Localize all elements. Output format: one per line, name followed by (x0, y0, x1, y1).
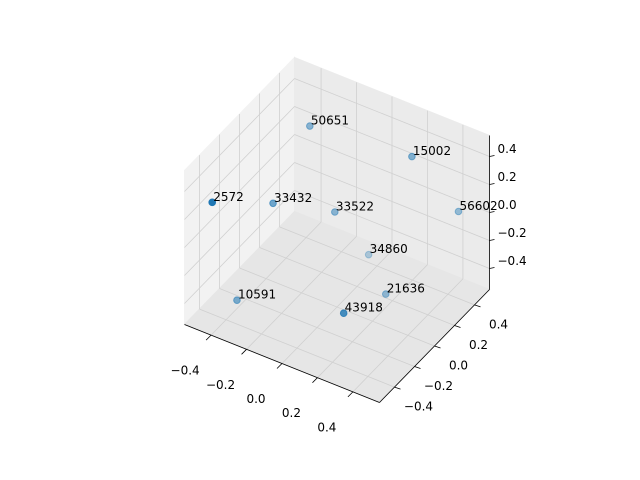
x-tick-label: 0.0 (246, 392, 265, 406)
point (331, 208, 339, 216)
point (364, 250, 373, 259)
grid-line (239, 267, 435, 347)
x-axis (184, 324, 380, 403)
grid-line (184, 162, 295, 276)
x-tick-label: −0.2 (206, 378, 235, 392)
tick-mark (434, 345, 441, 349)
grid-line (259, 247, 455, 326)
grid-line (279, 226, 475, 306)
grid-line (294, 134, 490, 213)
point-label: 2572 (213, 190, 244, 204)
tick-mark (347, 391, 354, 398)
x-tick-label: 0.4 (317, 420, 336, 434)
tick-mark (474, 304, 481, 308)
tick-mark (394, 386, 401, 390)
grid-line (219, 288, 415, 367)
y-tick-label: 0.4 (489, 317, 508, 331)
y-tick-label: 0.2 (469, 338, 488, 352)
grid-line (184, 106, 295, 220)
y-tick-label: 0.0 (449, 359, 468, 373)
point (381, 290, 390, 298)
tick-mark (489, 155, 495, 157)
grid-line (184, 78, 295, 192)
grid-line (294, 78, 490, 157)
point (208, 198, 217, 207)
point-label: 33522 (336, 200, 374, 214)
tick-mark (489, 211, 495, 213)
point-label: 33432 (274, 191, 312, 205)
point (306, 122, 314, 130)
x-tick-label: 0.2 (282, 406, 301, 420)
point (408, 152, 416, 161)
tick-mark (489, 239, 495, 241)
point-label: 43918 (345, 301, 383, 315)
z-tick-label: 0.0 (498, 198, 517, 212)
tick-mark (241, 349, 247, 355)
tick-mark (276, 363, 283, 369)
point-label: 15002 (413, 144, 451, 158)
point (233, 296, 241, 305)
grid-line (184, 134, 295, 248)
tick-mark (205, 334, 212, 341)
tick-mark (312, 377, 318, 383)
point-label: 34860 (370, 242, 408, 256)
point (454, 207, 463, 216)
point-label: 21636 (387, 282, 425, 296)
point (339, 309, 348, 318)
grid-line (294, 106, 490, 185)
grid-line (199, 308, 395, 388)
point-label: 50651 (311, 114, 349, 128)
y-tick-label: −0.4 (404, 400, 433, 414)
tick-mark (454, 325, 461, 328)
point-label: 56602 (459, 199, 497, 213)
grid-line (294, 162, 490, 241)
grid-line (184, 190, 295, 304)
z-tick-label: 0.2 (498, 170, 517, 184)
y-axis (379, 289, 490, 403)
tick-mark (414, 366, 421, 369)
x-tick-label: −0.4 (171, 364, 200, 378)
tick-mark (489, 267, 495, 269)
z-tick-label: −0.2 (498, 226, 527, 240)
z-tick-label: 0.4 (498, 142, 517, 156)
y-tick-label: −0.2 (424, 379, 453, 393)
z-tick-label: −0.4 (498, 254, 527, 268)
tick-mark (489, 183, 495, 185)
point-label: 10591 (238, 288, 276, 302)
grid-line (294, 190, 490, 269)
point (269, 199, 277, 208)
